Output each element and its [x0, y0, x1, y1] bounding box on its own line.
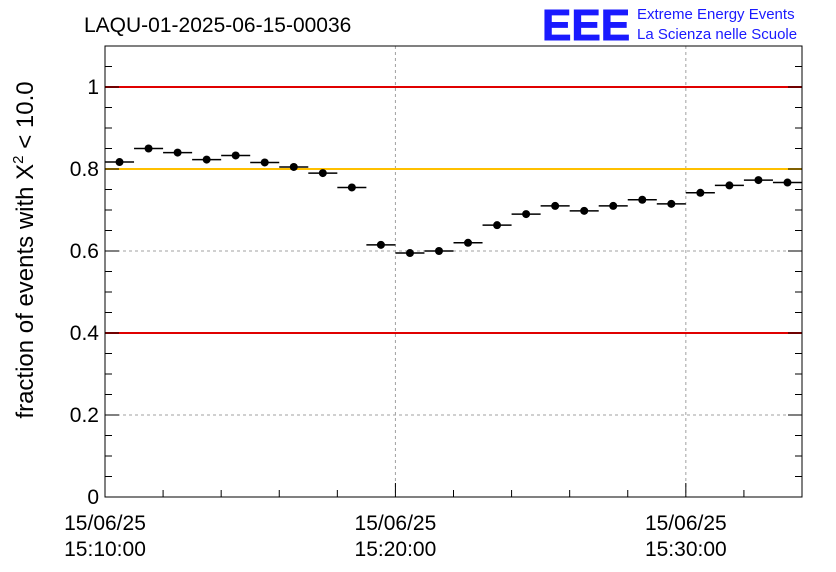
point-marker — [493, 221, 502, 230]
y-axis-title-exponent: 2 — [10, 155, 27, 163]
x-tick-time: 15:10:00 — [64, 538, 146, 561]
y-axis-title-symbol: X — [12, 164, 39, 180]
y-axis-title-prefix: fraction of events with — [12, 180, 39, 419]
point-marker — [231, 151, 240, 160]
x-tick-date: 15/06/25 — [64, 512, 146, 535]
y-tick-label: 0.4 — [70, 322, 100, 345]
data-point — [598, 201, 628, 210]
data-point — [192, 155, 222, 164]
x-tick-time: 15:20:00 — [355, 538, 437, 561]
point-marker — [522, 210, 531, 219]
data-point — [134, 144, 164, 153]
data-point — [366, 240, 396, 249]
point-marker — [464, 238, 473, 247]
x-tick-label: 15/06/25 15:30:00 — [645, 512, 727, 561]
x-tick-label: 15/06/25 15:20:00 — [355, 512, 437, 561]
point-marker — [725, 181, 734, 190]
x-tick-date: 15/06/25 — [645, 512, 727, 535]
x-tick-time: 15:30:00 — [645, 538, 727, 561]
point-marker — [318, 169, 327, 178]
data-point — [743, 176, 773, 185]
data-point — [656, 199, 686, 208]
logo-letters: EEE — [542, 1, 630, 50]
point-marker — [202, 155, 211, 164]
data-point — [685, 188, 715, 197]
y-tick-label: 0 — [87, 486, 99, 509]
point-marker — [638, 195, 647, 204]
data-point — [627, 195, 657, 204]
data-point — [540, 201, 570, 210]
logo-line2: La Scienza nelle Scuole — [637, 26, 797, 43]
x-tick-label: 15/06/25 15:10:00 — [64, 512, 146, 561]
point-marker — [754, 176, 763, 185]
data-point — [424, 247, 454, 255]
point-marker — [609, 201, 618, 210]
data-point — [337, 183, 367, 192]
data-point — [395, 249, 425, 258]
chart-title: LAQU-01-2025-06-15-00036 — [84, 14, 351, 37]
data-point — [569, 206, 599, 215]
logo-line1: Extreme Energy Events — [637, 6, 795, 23]
y-tick-label: 0.8 — [70, 158, 99, 181]
y-tick-label: 0.6 — [70, 240, 99, 263]
grid — [105, 46, 802, 497]
point-marker — [405, 249, 414, 258]
data-point — [250, 158, 280, 167]
data-point — [714, 181, 744, 190]
point-marker — [144, 144, 153, 153]
y-axis-title: fraction of events with X2 < 10.0 — [10, 81, 39, 418]
data-point — [511, 210, 541, 219]
point-marker — [347, 183, 356, 192]
point-marker — [434, 247, 443, 255]
data-point — [105, 158, 135, 167]
x-tick-date: 15/06/25 — [355, 512, 437, 535]
point-marker — [783, 178, 792, 187]
point-marker — [376, 240, 385, 249]
data-point — [221, 151, 251, 160]
data-point — [163, 148, 193, 157]
eee-logo: EEE Extreme Energy Events La Scienza nel… — [542, 1, 798, 51]
point-marker — [580, 206, 589, 215]
data-point — [279, 162, 309, 171]
data-point — [308, 169, 338, 178]
data-point — [772, 178, 802, 187]
point-marker — [289, 162, 298, 171]
point-marker — [667, 199, 676, 208]
y-axis-title-suffix: < 10.0 — [12, 81, 39, 155]
point-marker — [696, 188, 705, 197]
y-tick-label: 1 — [87, 76, 99, 99]
axis-ticks — [104, 45, 803, 498]
axis-tick-labels: 00.20.40.60.8115/06/2515:10:0015/06/2515… — [64, 76, 727, 561]
y-tick-label: 0.2 — [70, 404, 99, 427]
point-marker — [173, 148, 182, 157]
reference-lines — [105, 86, 802, 334]
data-point — [453, 238, 483, 247]
data-point — [482, 221, 512, 230]
point-marker — [551, 201, 560, 210]
point-marker — [115, 158, 124, 167]
point-marker — [260, 158, 269, 167]
plot-frame — [104, 45, 803, 498]
data-points — [105, 144, 802, 258]
